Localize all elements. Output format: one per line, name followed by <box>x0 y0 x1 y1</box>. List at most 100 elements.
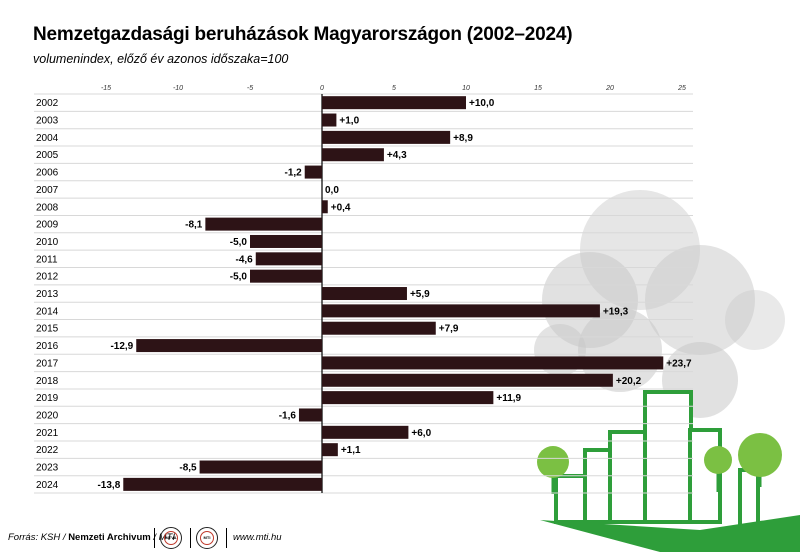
bar <box>322 356 664 370</box>
value-label: -5,0 <box>230 237 248 248</box>
value-label: 0,0 <box>325 185 339 196</box>
value-labels: +10,0 +1,0 +8,9 +4,3 -1,2 0,0 +0,4 -8,1 -5,0 -4,6… <box>97 98 692 491</box>
grid-lines <box>34 93 693 494</box>
value-label: +1,1 <box>341 445 361 456</box>
category-label: 2013 <box>36 289 59 300</box>
category-label: 2020 <box>36 410 59 421</box>
value-label: +7,9 <box>439 324 459 335</box>
bar <box>250 234 322 248</box>
ground-strip <box>540 515 800 552</box>
value-label: +10,0 <box>469 98 495 109</box>
source-archive: Nemzeti Archivum <box>68 532 151 543</box>
bar <box>322 287 407 301</box>
mti-logo: MTI <box>196 527 218 549</box>
bar <box>304 165 322 179</box>
bar <box>322 391 494 405</box>
bar <box>322 148 384 162</box>
footer: Forrás: KSH / Nemzeti Archivum / MTI MTV… <box>8 526 568 550</box>
value-label: -12,9 <box>110 341 133 352</box>
bar <box>322 425 409 439</box>
mtva-logo-text: MTVA <box>164 531 178 545</box>
category-label: 2011 <box>36 254 58 265</box>
value-label: -8,1 <box>185 220 203 231</box>
value-label: -1,6 <box>279 410 297 421</box>
bar <box>250 269 322 283</box>
x-tick-label: 0 <box>320 85 324 92</box>
bar <box>322 96 466 110</box>
footer-divider <box>226 528 227 548</box>
x-tick-label: 25 <box>677 85 686 92</box>
category-label: 2017 <box>36 358 59 369</box>
category-label: 2012 <box>36 272 59 283</box>
category-label: 2002 <box>36 98 59 109</box>
value-label: -4,6 <box>236 254 254 265</box>
value-label: +5,9 <box>410 289 430 300</box>
city-illustration <box>520 190 800 552</box>
value-label: -13,8 <box>97 480 120 491</box>
category-label: 2019 <box>36 393 59 404</box>
bar <box>136 339 322 353</box>
value-label: +8,9 <box>453 133 473 144</box>
category-label: 2021 <box>36 428 59 439</box>
category-label: 2015 <box>36 324 59 335</box>
x-tick-label: 5 <box>392 85 396 92</box>
value-label: +1,0 <box>339 116 359 127</box>
tree-trunk <box>716 460 720 492</box>
value-label: -5,0 <box>230 272 248 283</box>
chart-subtitle: volumenindex, előző év azonos időszaka=1… <box>33 52 289 66</box>
value-label: -1,2 <box>284 168 302 179</box>
category-label: 2006 <box>36 168 59 179</box>
bar <box>322 443 338 457</box>
value-label: +4,3 <box>387 150 407 161</box>
smoke-cloud <box>645 245 755 355</box>
building <box>554 474 588 524</box>
x-axis-ticks: -15 -10 -5 0 5 10 15 20 25 <box>101 85 686 92</box>
tree-crown <box>738 433 782 477</box>
bars <box>123 96 664 491</box>
footer-divider <box>190 528 191 548</box>
category-label: 2016 <box>36 341 59 352</box>
category-label: 2023 <box>36 463 59 474</box>
mti-logo-text: MTI <box>200 531 214 545</box>
value-label: -8,5 <box>179 463 197 474</box>
category-label: 2018 <box>36 376 59 387</box>
source-prefix: Forrás: KSH / <box>8 532 69 543</box>
footer-divider <box>154 528 155 548</box>
bar <box>322 373 613 387</box>
value-label: +23,7 <box>666 358 692 369</box>
value-label: +11,9 <box>496 393 521 404</box>
x-tick-label: 20 <box>605 85 614 92</box>
category-label: 2024 <box>36 480 59 491</box>
bar <box>322 113 337 127</box>
smoke-cloud <box>725 290 785 350</box>
category-label: 2005 <box>36 150 59 161</box>
website-url: www.mti.hu <box>233 532 282 543</box>
category-label: 2008 <box>36 202 59 213</box>
chart-title: Nemzetgazdasági beruházások Magyarország… <box>33 24 573 45</box>
value-label: +20,2 <box>616 376 642 387</box>
smoke-cloud <box>578 308 662 392</box>
category-label: 2010 <box>36 237 59 248</box>
category-label: 2007 <box>36 185 59 196</box>
category-labels: 2002 2003 2004 2005 2006 2007 2008 2009 2010 2011… <box>36 98 59 491</box>
category-label: 2003 <box>36 116 59 127</box>
bar <box>322 200 328 214</box>
bar <box>123 477 322 491</box>
value-label: +6,0 <box>411 428 431 439</box>
building <box>583 448 613 524</box>
bar <box>322 130 451 144</box>
bar <box>199 460 322 474</box>
tree-crown <box>704 446 732 474</box>
x-tick-label: 10 <box>462 85 470 92</box>
x-tick-label: -5 <box>247 85 253 92</box>
building <box>643 390 693 524</box>
bar <box>205 217 322 231</box>
category-label: 2009 <box>36 220 59 231</box>
category-label: 2014 <box>36 306 59 317</box>
x-tick-label: 15 <box>534 85 542 92</box>
value-label: +19,3 <box>603 306 629 317</box>
bar <box>298 408 322 422</box>
mtva-logo: MTVA <box>160 527 182 549</box>
bar <box>255 252 322 266</box>
